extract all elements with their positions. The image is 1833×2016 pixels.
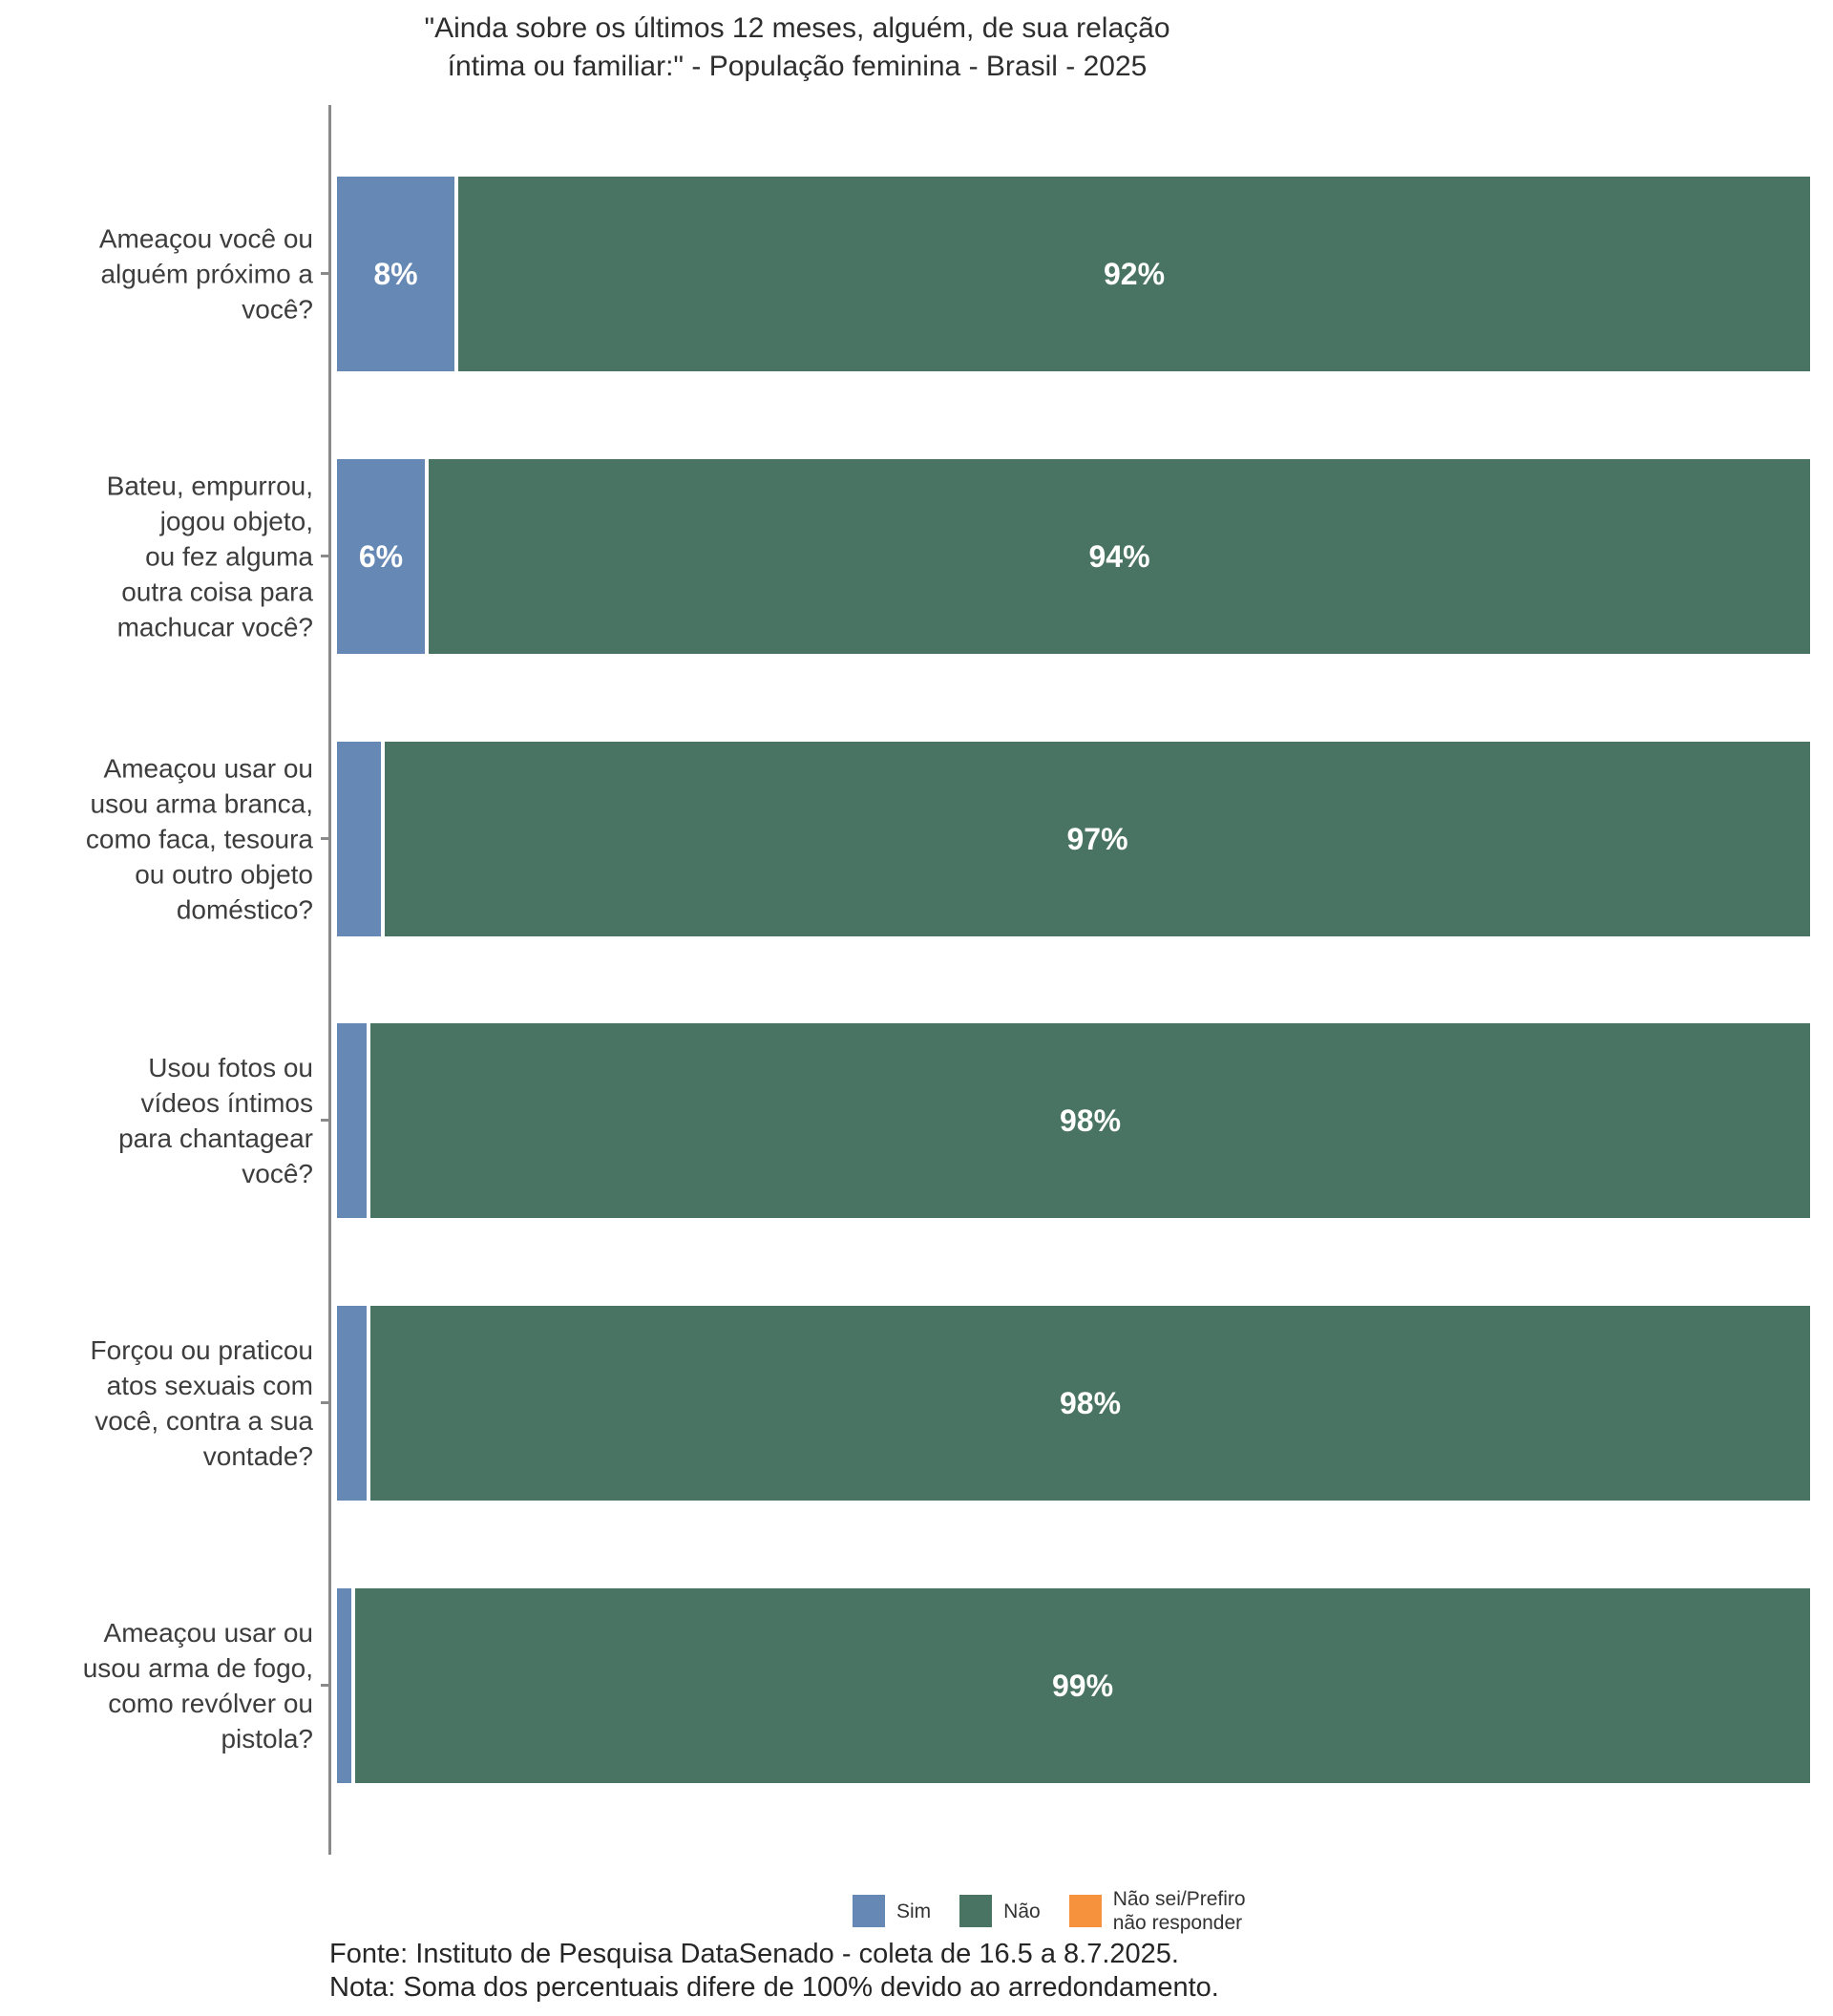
y-axis-line [328, 105, 331, 1855]
bar-segment-nao: 98% [370, 1023, 1810, 1218]
bar-row: Forçou ou praticou atos sexuais com você… [0, 1306, 1833, 1501]
axis-tick [321, 555, 328, 557]
category-label: Usou fotos ou vídeos íntimos para chanta… [118, 1053, 313, 1188]
legend-item-nao-sei: Não sei/Prefiro não responder [1068, 1887, 1246, 1935]
bar-row: Ameaçou usar ou usou arma de fogo, como … [0, 1588, 1833, 1783]
legend-swatch-nao-sei [1068, 1895, 1102, 1927]
bar-value-label: 8% [373, 256, 418, 291]
bar-value-label: 97% [1066, 821, 1128, 856]
category-label: Bateu, empurrou, jogou objeto, ou fez al… [106, 471, 313, 642]
bar-segment-nao: 98% [370, 1306, 1810, 1501]
bar-segment-sim [337, 1588, 351, 1783]
bar-segment-sim [337, 742, 381, 936]
bar-segment-nao: 92% [458, 177, 1810, 371]
bar-value-label: 98% [1059, 1385, 1122, 1420]
legend-label: Não sei/Prefiro não responder [1112, 1888, 1246, 1934]
category-label: Ameaçou usar ou usou arma de fogo, como … [82, 1618, 313, 1754]
legend-item-nao: Não [959, 1895, 1041, 1927]
legend-item-sim: Sim [853, 1895, 931, 1927]
legend-label: Sim [896, 1900, 932, 1922]
axis-tick [321, 272, 328, 275]
category-label: Forçou ou praticou atos sexuais com você… [90, 1335, 313, 1471]
category-label: Ameaçou usar ou usou arma branca, como f… [85, 753, 313, 925]
legend-swatch-sim [853, 1895, 885, 1927]
axis-tick [321, 1684, 328, 1687]
bar-row: Usou fotos ou vídeos íntimos para chanta… [0, 1023, 1833, 1218]
bar-value-label: 98% [1059, 1102, 1122, 1138]
category-label: Ameaçou você ou alguém próximo a você? [98, 223, 313, 325]
bar-row: Ameaçou você ou alguém próximo a você? 8… [0, 177, 1833, 371]
bar-segment-nao: 99% [355, 1588, 1810, 1783]
source-note: Fonte: Instituto de Pesquisa DataSenado … [329, 1939, 1219, 2003]
legend: Sim Não Não sei/Prefiro não responder [853, 1887, 1246, 1935]
bar-segment-sim [337, 1306, 367, 1501]
bar-segment-nao: 94% [429, 459, 1810, 654]
bar-value-label: 94% [1088, 538, 1150, 574]
bar-segment-sim: 8% [337, 177, 454, 371]
legend-label: Não [1003, 1900, 1041, 1922]
bar-segment-nao: 97% [385, 742, 1810, 936]
legend-swatch-nao [959, 1895, 993, 1927]
bar-segment-sim [337, 1023, 367, 1218]
bar-value-label: 99% [1051, 1668, 1114, 1703]
bar-row: Ameaçou usar ou usou arma branca, como f… [0, 742, 1833, 936]
axis-tick [321, 1119, 328, 1122]
bar-row: Bateu, empurrou, jogou objeto, ou fez al… [0, 459, 1833, 654]
axis-tick [321, 1401, 328, 1404]
bar-segment-sim: 6% [337, 459, 425, 654]
chart-title: "Ainda sobre os últimos 12 meses, alguém… [424, 12, 1170, 82]
axis-tick [321, 837, 328, 840]
bar-value-label: 92% [1103, 256, 1166, 291]
bar-value-label: 6% [358, 538, 404, 574]
